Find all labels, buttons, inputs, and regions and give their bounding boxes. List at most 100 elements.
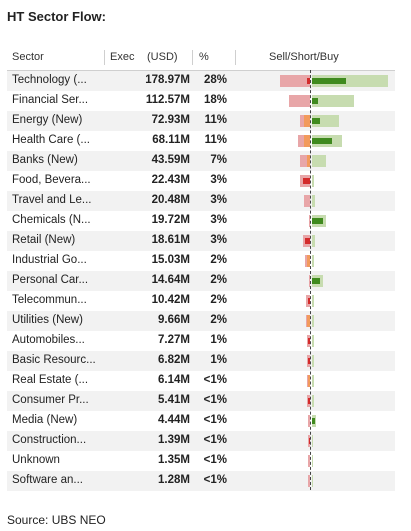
sell-highlight-bar [308, 338, 310, 344]
flow-bar-chart [252, 271, 392, 291]
pct-value: <1% [203, 474, 227, 486]
pct-value: <1% [203, 414, 227, 426]
pct-value: <1% [203, 454, 227, 466]
sector-name: Travel and Le... [12, 194, 92, 206]
column-divider [104, 50, 105, 65]
exec-value: 6.82M [158, 354, 190, 366]
sector-name: Telecommun... [12, 294, 87, 306]
flow-bar-chart [252, 311, 392, 331]
flow-bar-chart [252, 471, 392, 491]
buy-highlight-bar [312, 118, 320, 124]
table-row[interactable]: Retail (New) 18.61M 3% [7, 231, 395, 251]
buy-bar [312, 435, 313, 447]
header-sector[interactable]: Sector [12, 51, 44, 63]
pct-value: 11% [204, 134, 227, 146]
buy-bar [312, 455, 313, 467]
table-row[interactable]: Personal Car... 14.64M 2% [7, 271, 395, 291]
sell-highlight-bar [302, 178, 310, 184]
sector-name: Utilities (New) [12, 314, 83, 326]
table-row[interactable]: Basic Resourc... 6.82M 1% [7, 351, 395, 371]
exec-value: 22.43M [151, 174, 190, 186]
buy-bar [312, 395, 314, 407]
table-row[interactable]: Unknown 1.35M <1% [7, 451, 395, 471]
table-row[interactable]: Health Care (... 68.11M 11% [7, 131, 395, 151]
buy-highlight-bar [312, 218, 323, 224]
table-row[interactable]: Industrial Go... 15.03M 2% [7, 251, 395, 271]
pct-value: 7% [210, 154, 227, 166]
table-row[interactable]: Real Estate (... 6.14M <1% [7, 371, 395, 391]
flow-bar-chart [252, 411, 392, 431]
exec-value: 18.61M [151, 234, 190, 246]
sector-name: Industrial Go... [12, 254, 87, 266]
flow-bar-chart [252, 251, 392, 271]
sell-bar [306, 335, 310, 347]
header-exec[interactable]: Exec [110, 51, 135, 63]
flow-bar-chart [252, 291, 392, 311]
buy-bar [312, 155, 326, 167]
table-row[interactable]: Travel and Le... 20.48M 3% [7, 191, 395, 211]
buy-bar [312, 315, 315, 327]
flow-bar-chart [252, 451, 392, 471]
exec-value: 112.57M [145, 94, 190, 106]
exec-value: 5.41M [158, 394, 190, 406]
table-row[interactable]: Financial Ser... 112.57M 18% [7, 91, 395, 111]
table-row[interactable]: Chemicals (N... 19.72M 3% [7, 211, 395, 231]
flow-bar-chart [252, 171, 392, 191]
flow-bar-chart [252, 391, 392, 411]
table-row[interactable]: Utilities (New) 9.66M 2% [7, 311, 395, 331]
table-row[interactable]: Technology (... 178.97M 28% [7, 71, 395, 91]
sell-bar [306, 295, 310, 307]
column-divider [235, 50, 236, 65]
table-row[interactable]: Automobiles... 7.27M 1% [7, 331, 395, 351]
flow-bar-chart [252, 91, 392, 111]
buy-highlight-bar [312, 278, 321, 284]
sector-name: Software an... [12, 474, 83, 486]
table-row[interactable]: Banks (New) 43.59M 7% [7, 151, 395, 171]
buy-bar [312, 235, 316, 247]
exec-value: 178.97M [145, 74, 190, 86]
exec-value: 19.72M [151, 214, 190, 226]
buy-bar [312, 355, 314, 367]
flow-bar-chart [252, 371, 392, 391]
header-chart[interactable]: Sell/Short/Buy [269, 51, 339, 63]
sell-highlight-bar [305, 238, 310, 244]
header-pct[interactable]: % [199, 51, 209, 63]
sector-name: Technology (... [12, 74, 87, 86]
short-bar [306, 155, 310, 167]
buy-bar [312, 475, 313, 487]
exec-value: 72.93M [151, 114, 190, 126]
short-bar [307, 315, 310, 327]
table-row[interactable]: Media (New) 4.44M <1% [7, 411, 395, 431]
pct-value: 2% [210, 294, 227, 306]
sector-name: Banks (New) [12, 154, 78, 166]
sector-name: Unknown [12, 454, 60, 466]
table-row[interactable]: Software an... 1.28M <1% [7, 471, 395, 491]
exec-value: 9.66M [158, 314, 190, 326]
pct-value: 28% [203, 74, 227, 86]
sell-bar [307, 455, 310, 467]
sell-bar [307, 435, 310, 447]
sector-name: Financial Ser... [12, 94, 89, 106]
exec-value: 7.27M [158, 334, 190, 346]
table-row[interactable]: Telecommun... 10.42M 2% [7, 291, 395, 311]
sector-name: Personal Car... [12, 274, 89, 286]
table-row[interactable]: Consumer Pr... 5.41M <1% [7, 391, 395, 411]
table-row[interactable]: Food, Bevera... 22.43M 3% [7, 171, 395, 191]
pct-value: 18% [203, 94, 227, 106]
pct-value: 3% [210, 234, 227, 246]
sell-bar [308, 215, 310, 227]
sell-bar [303, 195, 310, 207]
table-row[interactable]: Energy (New) 72.93M 11% [7, 111, 395, 131]
sector-name: Retail (New) [12, 234, 76, 246]
exec-value: 1.35M [158, 454, 190, 466]
pct-value: 1% [210, 354, 227, 366]
table-row[interactable]: Construction... 1.39M <1% [7, 431, 395, 451]
buy-bar [312, 375, 314, 387]
buy-bar [312, 295, 314, 307]
header-usd[interactable]: (USD) [147, 51, 178, 63]
sector-name: Real Estate (... [12, 374, 89, 386]
table-body: Technology (... 178.97M 28% Financial Ser..… [7, 71, 395, 491]
sell-highlight-bar [308, 398, 310, 404]
sell-bar [306, 395, 310, 407]
exec-value: 43.59M [151, 154, 190, 166]
